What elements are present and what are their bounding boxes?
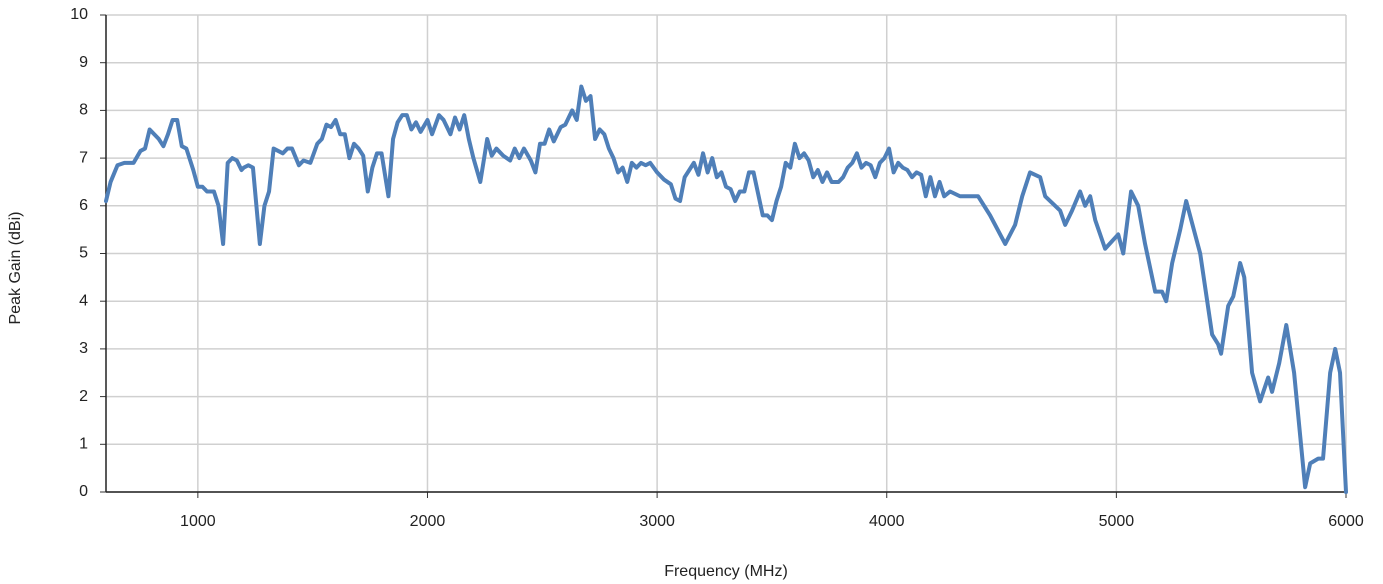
y-tick-label: 1 [79,436,88,453]
x-tick-label: 2000 [410,513,446,530]
x-tick-label: 4000 [869,513,905,530]
data-line [104,84,1348,494]
y-tick-label: 6 [79,197,88,214]
y-axis-label: Peak Gain (dBi) [7,212,24,325]
y-tick-label: 7 [79,149,88,166]
y-tick-label: 8 [79,102,88,119]
y-tick-label: 0 [79,483,88,500]
y-tick-label: 5 [79,245,88,262]
x-tick-label: 1000 [180,513,216,530]
x-tick-label: 5000 [1099,513,1135,530]
y-tick-label: 9 [79,54,88,71]
x-tick-label: 6000 [1328,513,1364,530]
y-tick-label: 10 [70,6,88,23]
y-tick-label: 4 [79,292,88,309]
x-axis-label: Frequency (MHz) [664,563,788,580]
y-tick-label: 3 [79,340,88,357]
y-tick-label: 2 [79,388,88,405]
x-tick-label: 3000 [639,513,675,530]
